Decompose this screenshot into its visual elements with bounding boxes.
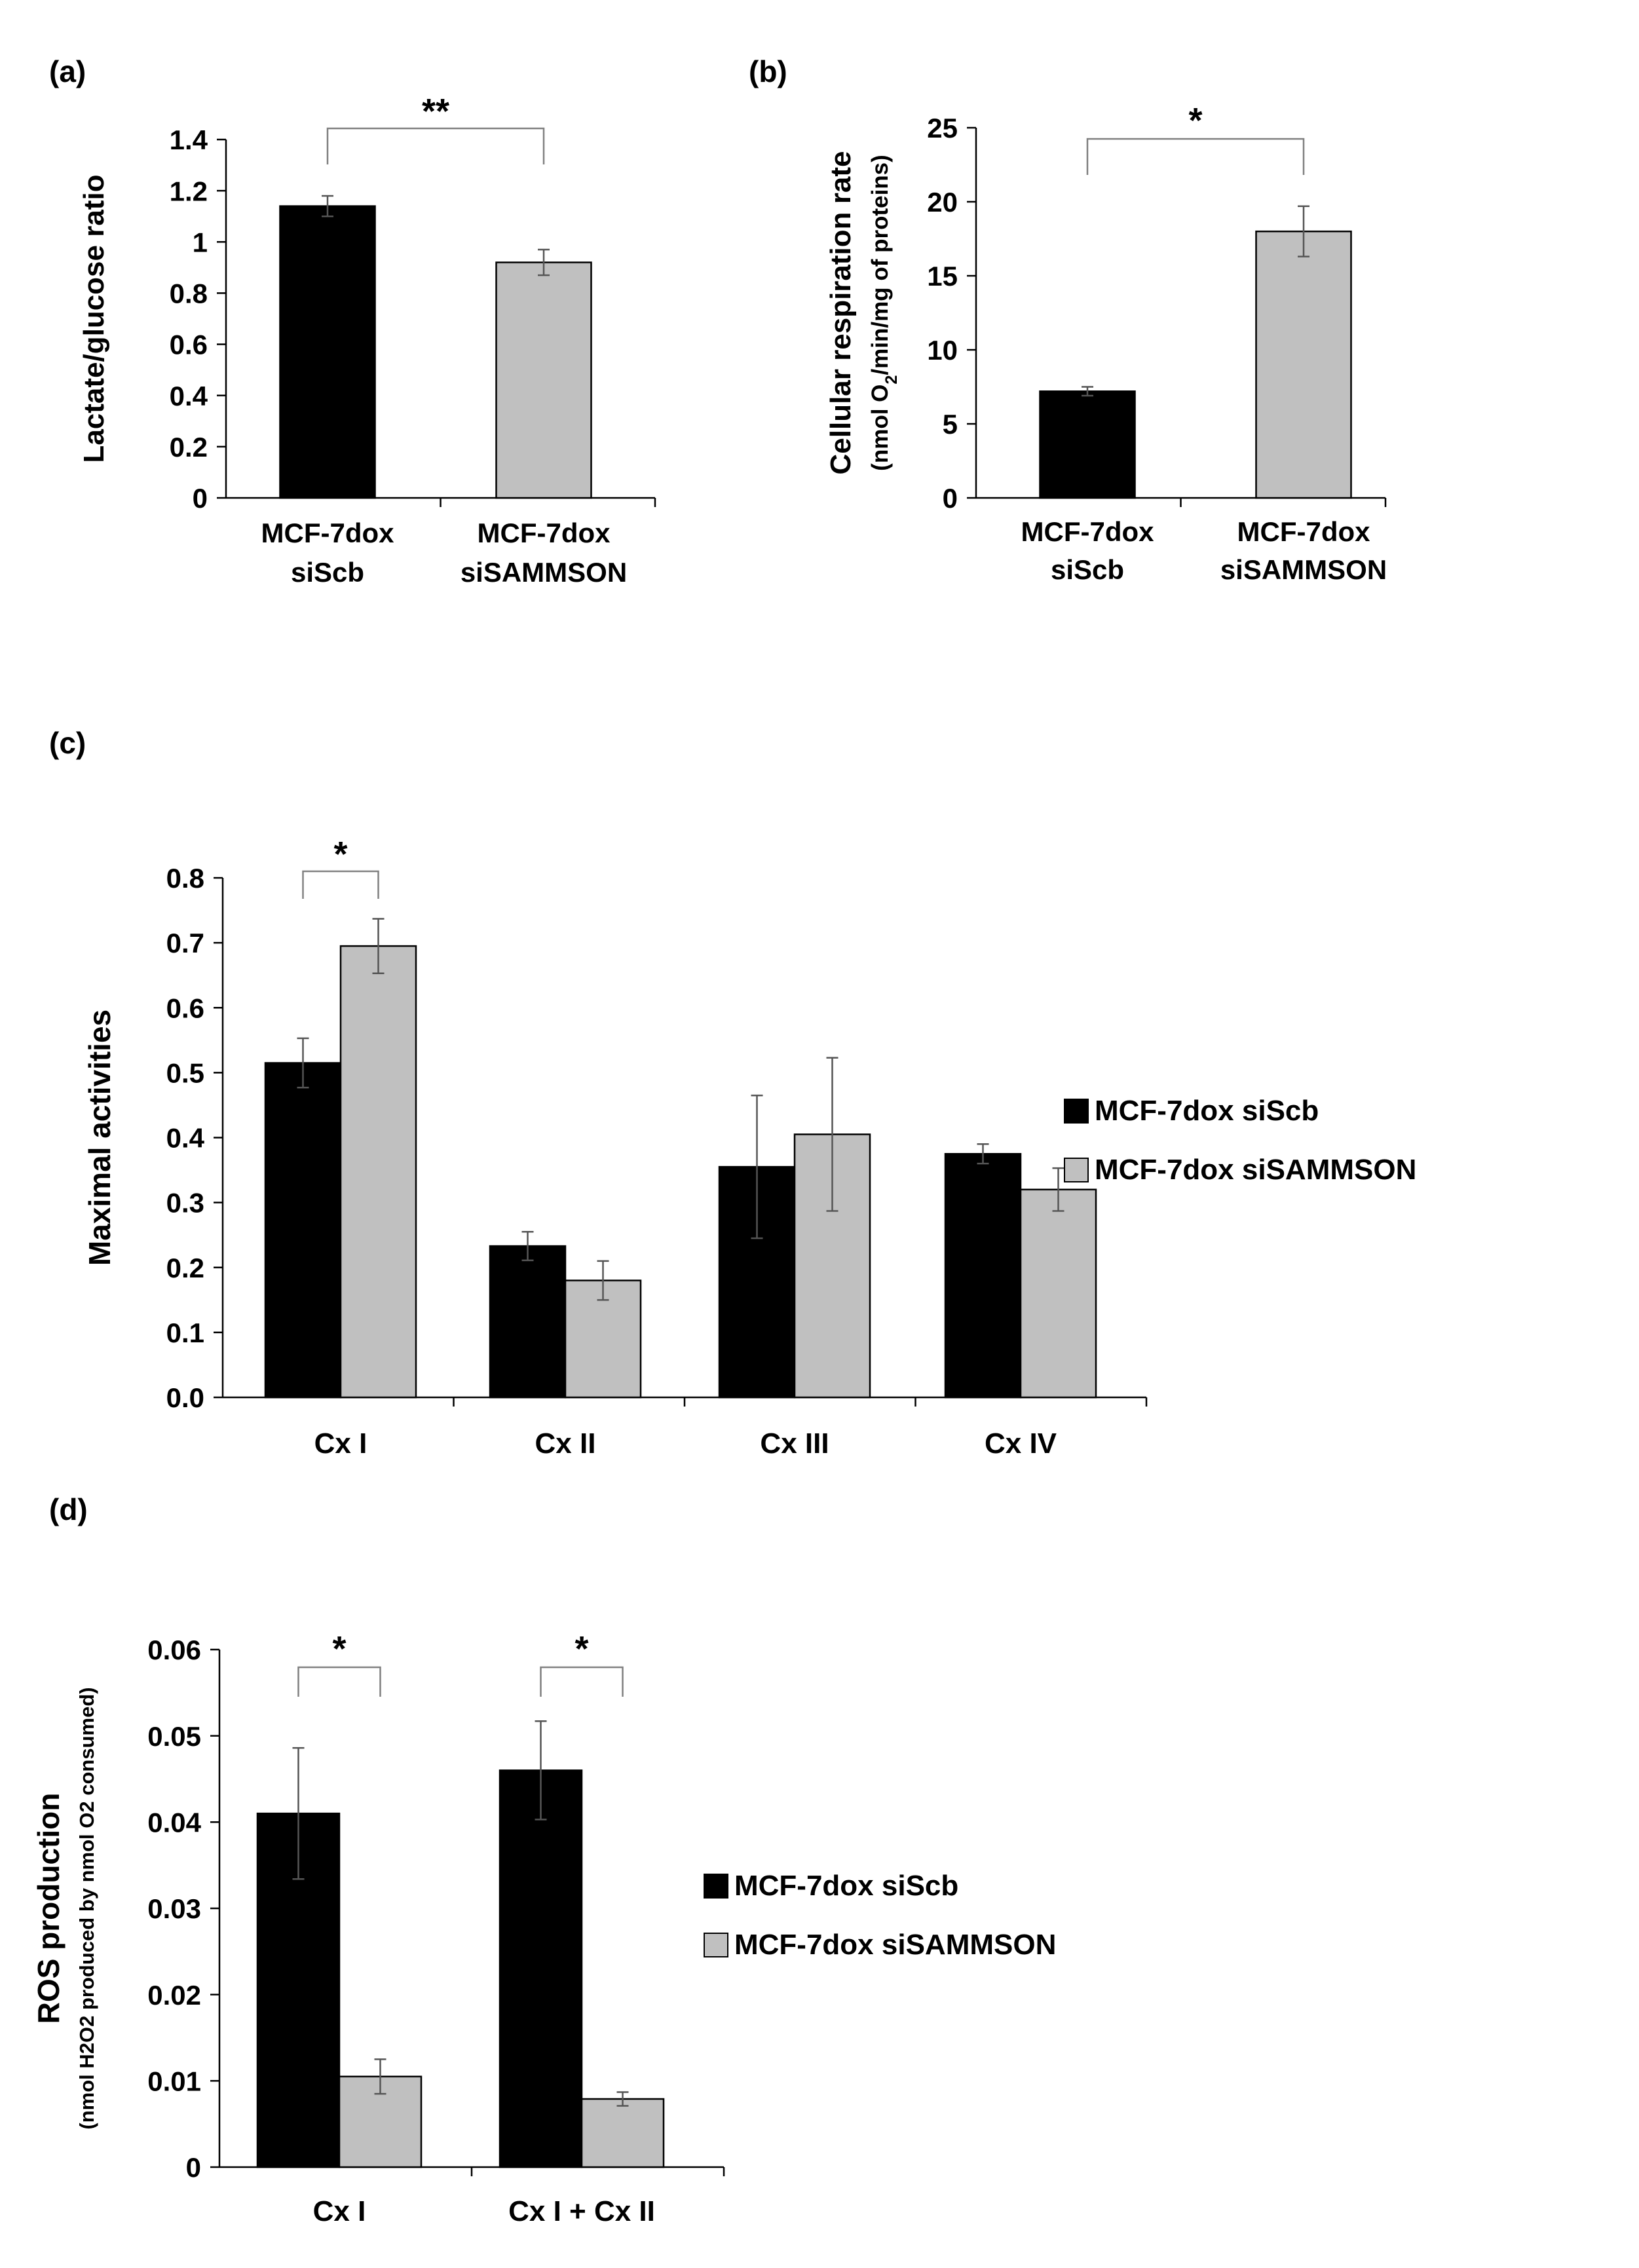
- y-tick-label: 0.2: [170, 432, 208, 463]
- x-tick-label: Cx I: [313, 2195, 366, 2227]
- x-tick-label: Cx I + Cx II: [508, 2195, 655, 2227]
- y-tick-label: 0.4: [170, 381, 208, 411]
- y-tick-label: 0: [193, 483, 208, 514]
- y-tick-label: 1: [193, 227, 208, 257]
- chart-panel-c: (c) 0.0 0.1 0.2 0.3 0.4 0.5 0.6 0.7 0.8 Maximal ac…: [49, 726, 1416, 1460]
- panel-label: (d): [49, 1492, 88, 1526]
- x-tick-label: Cx I: [314, 1427, 367, 1460]
- legend-swatch: [1064, 1158, 1089, 1182]
- bar-cx-i-siscb: [264, 1062, 342, 1399]
- legend: MCF-7dox siScb MCF-7dox siSAMMSON: [704, 1870, 1056, 1961]
- y-tick-label: 0: [186, 2152, 201, 2183]
- bar-cx-iv-sisammson: [1019, 1188, 1097, 1399]
- y-axis-unit-label: (nmol O2/min/mg of proteins): [867, 155, 901, 471]
- x-tick-label: siSAMMSON: [461, 557, 627, 588]
- legend-label: MCF-7dox siSAMMSON: [734, 1929, 1056, 1961]
- panel-label: (b): [749, 54, 787, 88]
- x-tick-label: Cx III: [760, 1427, 829, 1460]
- chart-panel-b: (b) 0 5 10 15 20 25 Cellular respiration rate (n…: [749, 54, 1387, 585]
- y-axis-label: ROS production: [31, 1793, 66, 2024]
- legend-swatch: [1064, 1099, 1089, 1124]
- panel-label: (a): [49, 54, 86, 88]
- y-tick-label: 0.3: [166, 1188, 204, 1219]
- x-tick-label: MCF-7dox: [478, 518, 611, 548]
- x-tick-label: siSAMMSON: [1220, 554, 1387, 585]
- y-tick-label: 0.03: [147, 1893, 201, 1924]
- significance-bracket: [1086, 138, 1305, 175]
- bar-1: [1255, 230, 1352, 499]
- y-tick-label: 0.8: [166, 863, 204, 894]
- x-tick-label: MCF-7dox: [261, 518, 395, 548]
- x-tick-label: siScb: [1051, 554, 1124, 585]
- y-tick-label: 0.4: [166, 1123, 205, 1154]
- significance-bracket: [540, 1666, 624, 1697]
- chart-panel-d: (d) 0 0.01 0.02 0.03 0.04 0.05 0.06 ROS producti…: [31, 1492, 1056, 2227]
- legend-label: MCF-7dox siSAMMSON: [1095, 1154, 1416, 1186]
- significance-marker: *: [332, 1629, 346, 1669]
- bar-cx-ii-siscb: [489, 1245, 567, 1399]
- y-tick-label: 1.2: [170, 176, 208, 206]
- y-tick-label: 0.04: [147, 1807, 201, 1838]
- panel-label: (c): [49, 726, 86, 760]
- y-tick-label: 5: [943, 409, 958, 440]
- y-tick-label: 20: [927, 187, 958, 217]
- y-axis-unit-label: (nmol H2O2 produced by nmol O2 consumed): [75, 1687, 98, 2129]
- y-tick-label: 0.06: [147, 1635, 201, 1665]
- y-tick-label: 0.8: [170, 278, 208, 309]
- x-tick-label: Cx II: [535, 1427, 596, 1460]
- bar-0: [279, 205, 376, 499]
- significance-bracket: [326, 127, 545, 164]
- y-tick-label: 0.2: [166, 1253, 204, 1283]
- legend-label: MCF-7dox siScb: [1095, 1095, 1319, 1127]
- y-tick-label: 0.5: [166, 1057, 204, 1088]
- bar-cx-iv-siscb: [944, 1153, 1022, 1399]
- significance-marker: **: [422, 92, 449, 131]
- legend-label: MCF-7dox siScb: [734, 1870, 958, 1902]
- bar-cx-i-sisammson: [339, 945, 417, 1399]
- y-axis-label: Cellular respiration rate: [825, 151, 857, 475]
- bar-cx-i-cx-ii-siscb: [499, 1769, 583, 2168]
- significance-bracket: [297, 1666, 381, 1697]
- y-tick-label: 0.05: [147, 1721, 201, 1752]
- significance-marker: *: [1188, 101, 1202, 140]
- y-tick-label: 0.7: [166, 928, 204, 958]
- significance-marker: *: [333, 835, 347, 874]
- bar-cx-i-sisammson: [338, 2075, 423, 2168]
- y-axis-label: Maximal activities: [83, 1010, 117, 1266]
- y-tick-label: 0.6: [170, 330, 208, 360]
- x-tick-label: Cx IV: [985, 1427, 1057, 1460]
- y-tick-label: 0.02: [147, 1980, 201, 2011]
- x-tick-label: MCF-7dox: [1021, 516, 1155, 547]
- y-tick-label: 0.6: [166, 992, 204, 1023]
- significance-marker: *: [575, 1629, 588, 1669]
- legend-swatch: [704, 1933, 728, 1957]
- bar-cx-i-cx-ii-sisammson: [580, 2098, 665, 2168]
- y-tick-label: 0: [943, 483, 958, 514]
- bar-0: [1039, 390, 1136, 499]
- y-tick-label: 10: [927, 335, 958, 366]
- x-tick-label: siScb: [291, 557, 364, 588]
- significance-bracket: [302, 870, 379, 899]
- y-tick-label: 0.01: [147, 2066, 201, 2096]
- legend-swatch: [704, 1874, 728, 1899]
- y-tick-label: 1.4: [170, 124, 208, 155]
- legend: MCF-7dox siScb MCF-7dox siSAMMSON: [1064, 1095, 1416, 1186]
- y-axis-label: Lactate/glucose ratio: [78, 174, 110, 463]
- y-tick-label: 0.0: [166, 1382, 204, 1413]
- y-tick-label: 15: [927, 261, 958, 292]
- y-tick-label: 25: [927, 113, 958, 143]
- y-tick-label: 0.1: [166, 1317, 204, 1348]
- chart-panel-a: (a) 0 0.2 0.4 0.6 0.8 1 1.2 1.4 Lactate/glucose r…: [49, 54, 656, 588]
- x-tick-label: MCF-7dox: [1237, 516, 1371, 547]
- bar-1: [495, 261, 592, 499]
